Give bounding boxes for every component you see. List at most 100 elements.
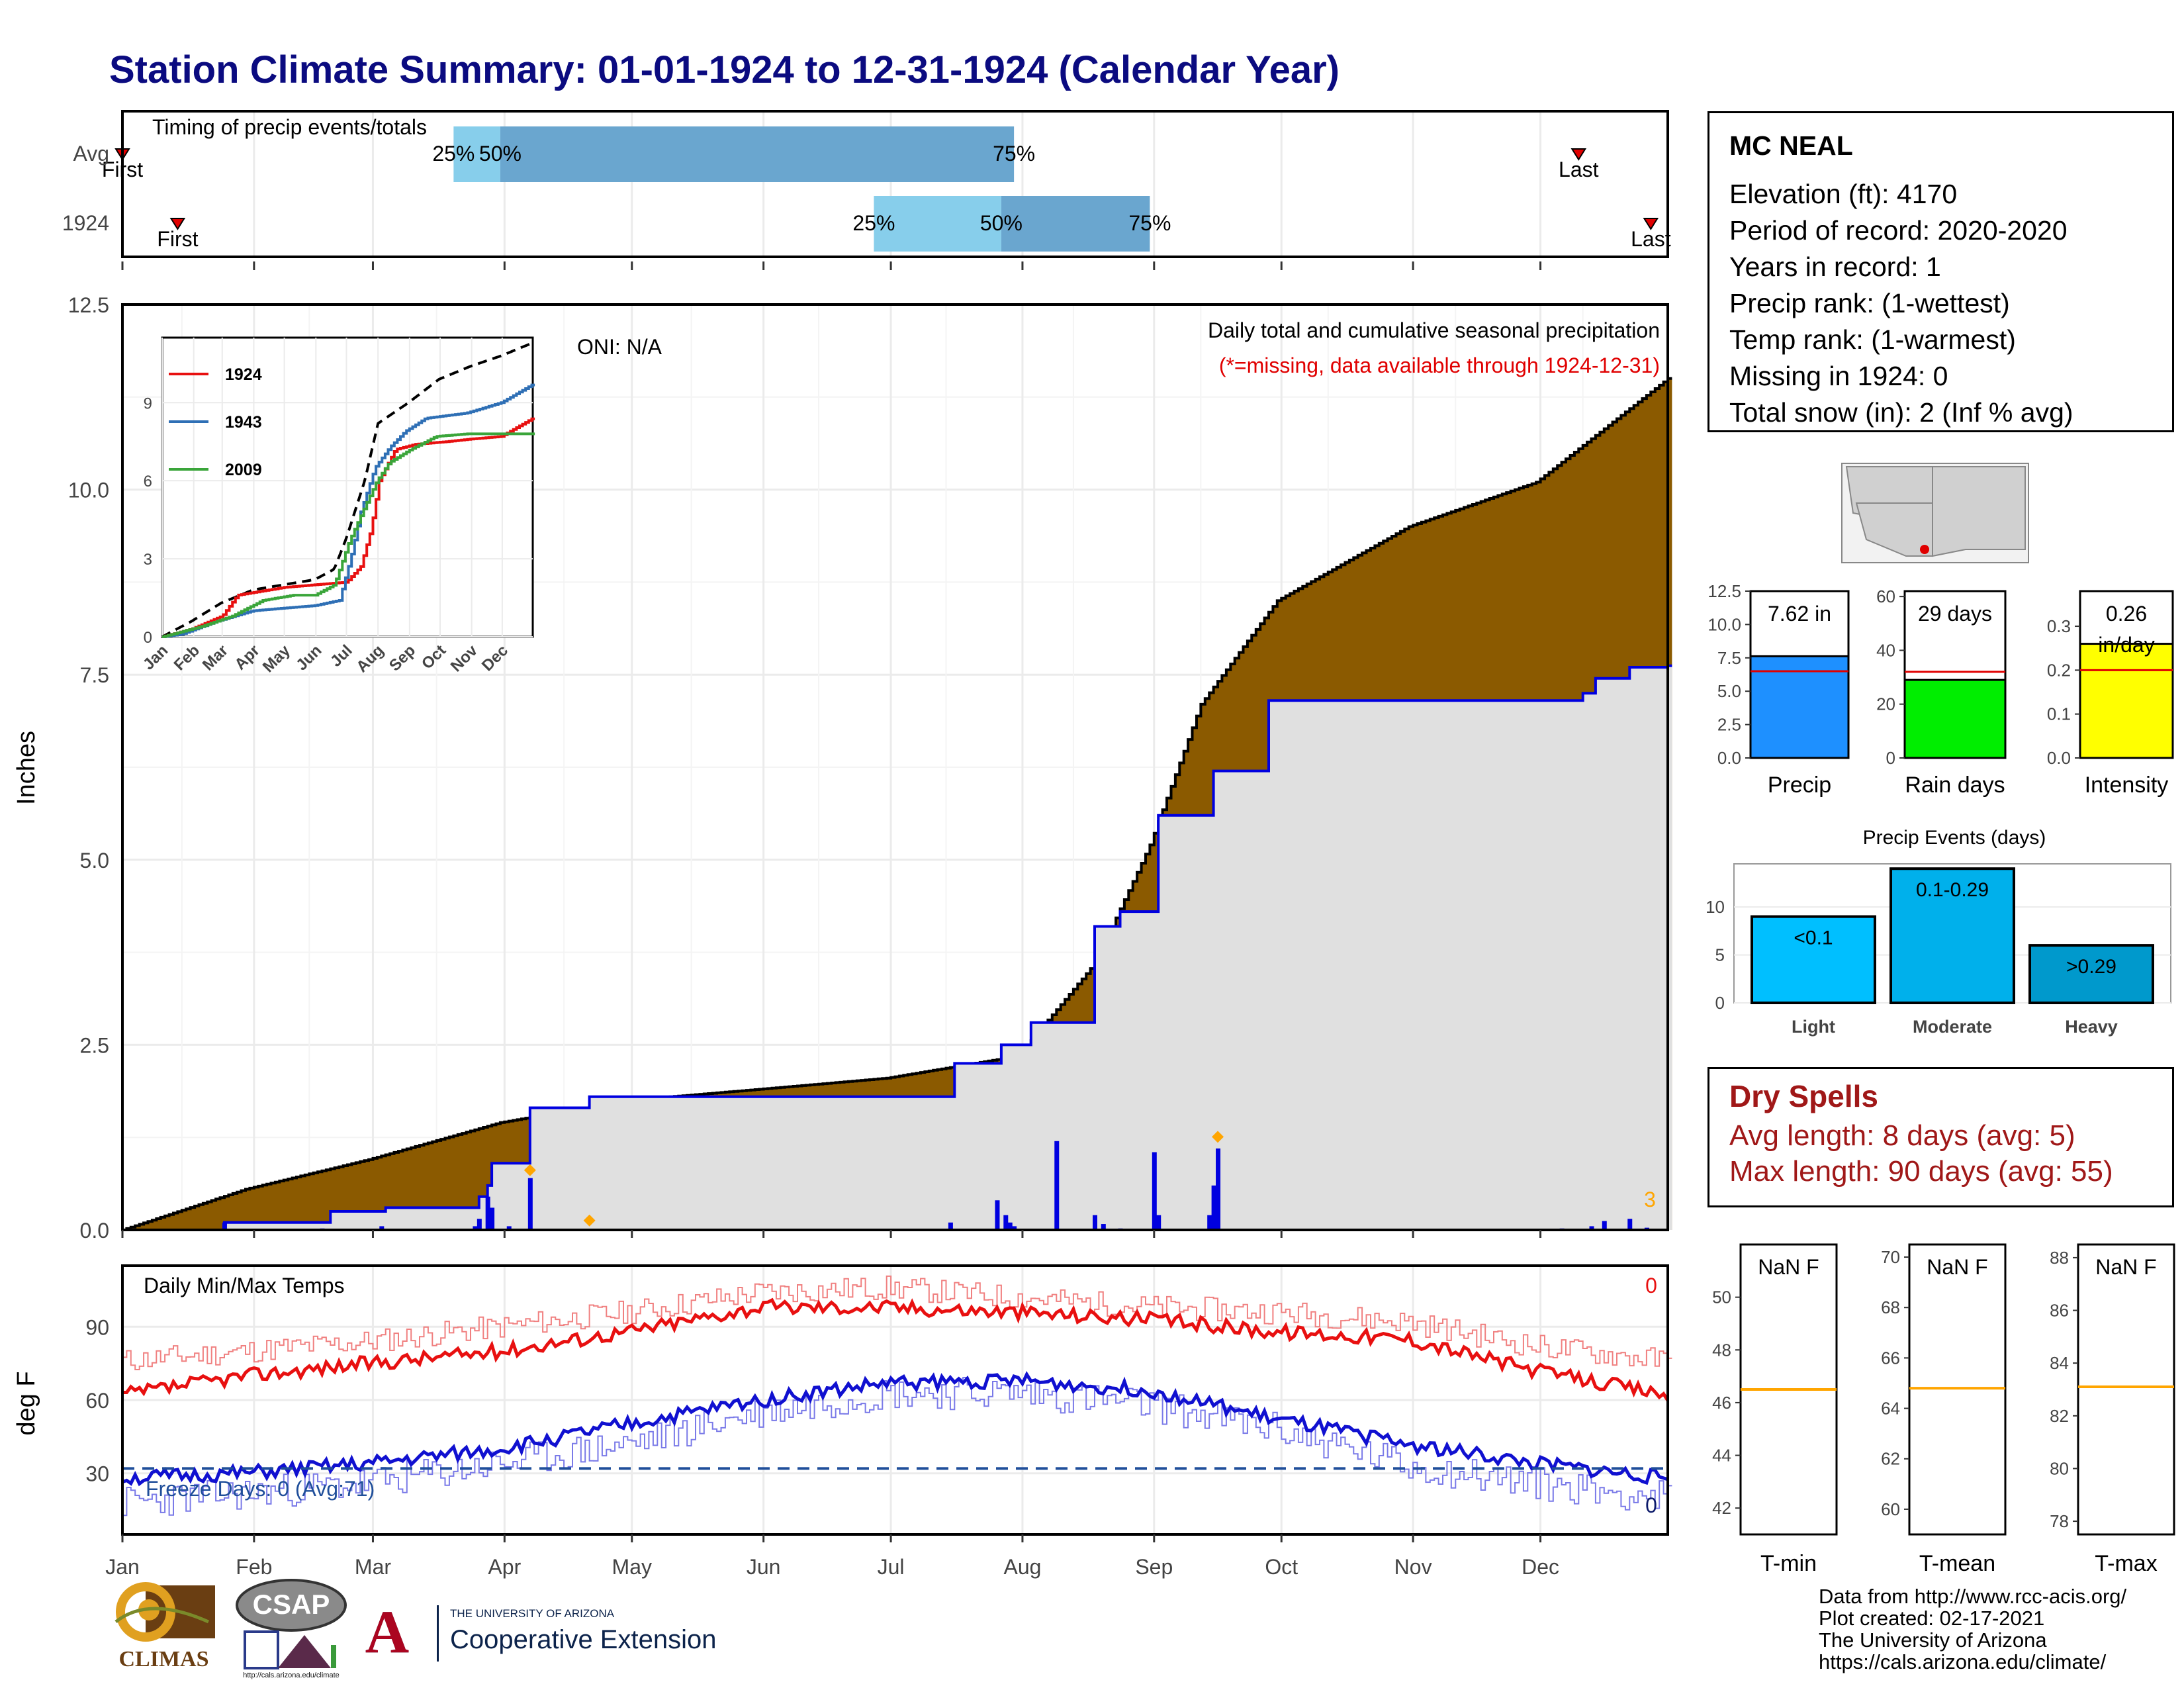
inset-legend-label: 1943 xyxy=(225,413,262,432)
temp-x-tick-label: Oct xyxy=(1265,1555,1298,1579)
timing-box-q50-q75 xyxy=(1001,196,1150,252)
timing-title: Timing of precip events/totals xyxy=(152,115,427,139)
daily-precip-bar xyxy=(477,1219,482,1230)
tmin-1924-line xyxy=(122,1371,1668,1487)
daily-precip-bar xyxy=(1012,1226,1017,1230)
temp-summary-x-label: T-min xyxy=(1760,1551,1817,1576)
temp-y-tick-label: 60 xyxy=(85,1389,109,1413)
page-title: Station Climate Summary: 01-01-1924 to 1… xyxy=(109,48,1340,91)
summary-y-tick-label: 5.0 xyxy=(1717,681,1741,701)
temp-summary-y-tick-label: 44 xyxy=(1712,1446,1731,1466)
summary-y-tick-label: 2.5 xyxy=(1717,715,1741,735)
ua-logo-top: THE UNIVERSITY OF ARIZONA xyxy=(450,1607,615,1620)
timing-label-50: 50% xyxy=(980,211,1023,235)
events-title: Precip Events (days) xyxy=(1863,827,2046,849)
current-cumulative-line xyxy=(122,664,1672,1231)
summary-y-tick-label: 0 xyxy=(1886,748,1895,768)
last-event-label: Last xyxy=(1559,158,1599,181)
current-cumulative-area xyxy=(122,665,1672,1230)
summary-value-label: 29 days xyxy=(1918,602,1992,626)
map-region-nm xyxy=(1932,466,2026,557)
temp-x-tick-label: Nov xyxy=(1394,1555,1432,1579)
events-y-tick-label: 5 xyxy=(1715,945,1725,965)
inset-y-tick-label: 3 xyxy=(144,551,152,569)
timing-label-50: 50% xyxy=(479,142,522,165)
inset-y-tick-label: 9 xyxy=(144,395,152,412)
temp-x-tick-label: Feb xyxy=(236,1555,272,1579)
timing-row-label: 1924 xyxy=(62,211,109,235)
temp-summary-y-tick-label: 46 xyxy=(1712,1393,1731,1413)
temp-summary-value-label: NaN F xyxy=(2095,1255,2156,1279)
temp-summary-y-tick-label: 48 xyxy=(1712,1340,1731,1360)
summary-x-label: Precip xyxy=(1768,773,1831,798)
tmin-corner-label: 0 xyxy=(1645,1493,1657,1517)
inset-legend-label: 2009 xyxy=(225,461,262,479)
events-x-label: Light xyxy=(1792,1017,1835,1037)
temp-summary-y-tick-label: 42 xyxy=(1712,1498,1731,1518)
inset-series-1924 xyxy=(162,417,535,638)
temp-summary-value-label: NaN F xyxy=(1927,1255,1987,1279)
temp-x-tick-label: Jan xyxy=(105,1555,140,1579)
avg-cumulative-line xyxy=(122,377,1672,1231)
temp-summary-y-tick-label: 78 xyxy=(2050,1511,2069,1531)
summary-x-label: Rain days xyxy=(1905,773,2005,798)
temp-panel-border xyxy=(121,1264,1669,1536)
daily-precip-bar xyxy=(473,1226,478,1230)
temp-summary-y-tick-label: 86 xyxy=(2050,1301,2069,1321)
summary-x-label: Intensity xyxy=(2085,773,2169,798)
timing-box-q50-q75 xyxy=(500,126,1015,182)
station-name: MC NEAL xyxy=(1729,130,1853,161)
station-period: Period of record: 2020-2020 xyxy=(1729,215,2068,246)
dry-spells-max: Max length: 90 days (avg: 55) xyxy=(1729,1155,2113,1188)
daily-precip-bar xyxy=(379,1226,385,1230)
inset-frame xyxy=(161,336,534,638)
highlight-marker xyxy=(583,1214,596,1227)
daily-precip-bar xyxy=(1627,1219,1633,1230)
precip-y-tick-label: 0.0 xyxy=(80,1219,109,1243)
events-y-tick-label: 0 xyxy=(1715,993,1725,1013)
timing-label-25: 25% xyxy=(432,142,475,165)
dry-spells-avg: Avg length: 8 days (avg: 5) xyxy=(1729,1119,2075,1152)
inset-series-2009 xyxy=(162,432,535,638)
timing-box-q25-q50 xyxy=(453,126,500,182)
temp-summary-y-tick-label: 64 xyxy=(1881,1399,1900,1419)
summary-value-label: 0.26 xyxy=(2106,602,2147,626)
dry-spells-title: Dry Spells xyxy=(1729,1079,1878,1113)
temp-summary-y-tick-label: 66 xyxy=(1881,1348,1900,1368)
station-snow: Total snow (in): 2 (Inf % avg) xyxy=(1729,397,2073,428)
csap-logo-text: CSAP xyxy=(252,1589,330,1620)
precip-y-tick-label: 5.0 xyxy=(80,849,109,872)
csap-logo-url: http://cals.arizona.edu/climate xyxy=(243,1671,340,1679)
timing-row-label: Avg xyxy=(73,142,109,165)
temp-summary-y-tick-label: 84 xyxy=(2050,1353,2069,1373)
temp-summary-x-label: T-mean xyxy=(1919,1551,1995,1576)
station-elevation: Elevation (ft): 4170 xyxy=(1729,179,1958,209)
inset-avg-line xyxy=(161,342,533,638)
missing-count-label: 3 xyxy=(1644,1188,1656,1211)
temp-summary-y-tick-label: 70 xyxy=(1881,1247,1900,1267)
temp-x-tick-label: Dec xyxy=(1522,1555,1559,1579)
daily-precip-bar xyxy=(1216,1148,1221,1230)
oni-label: ONI: N/A xyxy=(577,335,662,359)
inset-y-tick-label: 6 xyxy=(144,473,152,491)
last-event-label: Last xyxy=(1631,227,1671,251)
ua-logo: A THE UNIVERSITY OF ARIZONA Cooperative … xyxy=(361,1601,758,1675)
summary-y-tick-label: 20 xyxy=(1876,694,1895,714)
daily-precip-bar xyxy=(1054,1141,1060,1230)
station-precip-rank: Precip rank: (1-wettest) xyxy=(1729,288,2010,318)
temp-x-tick-label: Mar xyxy=(355,1555,391,1579)
events-bar xyxy=(1751,915,1876,1004)
events-bar-label: >0.29 xyxy=(2066,956,2116,978)
temp-x-tick-label: Jun xyxy=(747,1555,781,1579)
precip-y-tick-label: 12.5 xyxy=(68,293,109,317)
inset-y-tick-label: 0 xyxy=(144,629,152,647)
precip-panel-border xyxy=(121,303,1669,1231)
precip-summary-panel-1: 0 20 40 60 29 days Rain days xyxy=(1876,586,2007,798)
daily-precip-bar xyxy=(506,1226,512,1230)
precip-title: Daily total and cumulative seasonal prec… xyxy=(1208,318,1660,342)
credit-university: The University of Arizona xyxy=(1819,1628,2047,1652)
first-event-label: First xyxy=(157,227,198,251)
daily-precip-bar xyxy=(948,1222,953,1230)
freeze-days-label: Freeze Days: 0 (Avg:71) xyxy=(146,1477,375,1501)
temp-summary-panel-1: 60 62 64 66 68 70 NaN F T-mean xyxy=(1881,1243,2007,1576)
